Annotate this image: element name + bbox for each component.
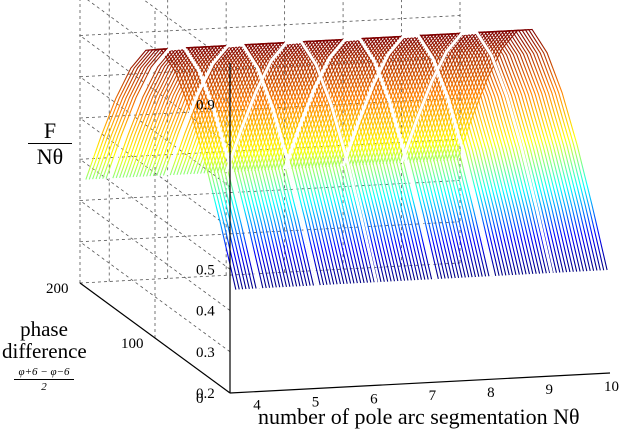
surface-line-11: [122, 46, 274, 288]
surface-segment-gap-5: [400, 30, 553, 274]
surface-line-10: [119, 46, 271, 288]
y-tick-label-200: 200: [46, 281, 69, 297]
surface-mesh: [85, 28, 608, 290]
grid-line-z-4: [78, 97, 461, 229]
x-tick-label-9: 9: [546, 382, 554, 398]
surface-segment-gap-2: [224, 39, 378, 283]
z-axis-label: F Nθ: [28, 120, 72, 169]
surface-segment-gap-4: [341, 33, 495, 277]
back-grid-walls: [78, 0, 461, 394]
z-tick-label-0.2: 0.2: [196, 386, 215, 402]
z-tick-label-0.3: 0.3: [196, 345, 215, 361]
surface-segment-gap-0: [107, 46, 261, 289]
surface-line-2: [92, 48, 244, 290]
surface-line-8: [112, 46, 264, 289]
surface-line-18: [146, 45, 298, 287]
surface-line-9: [115, 46, 267, 289]
y-axis-line: [79, 282, 231, 394]
surface-line-0: [85, 48, 237, 290]
surface-line-17: [142, 45, 294, 287]
x-tick-label-4: 4: [253, 397, 261, 413]
z-tick-label-0.9: 0.9: [196, 97, 215, 113]
y-label-fraction-numerator: φ+6 − φ−6: [18, 366, 70, 378]
x-tick-label-5: 5: [312, 394, 320, 410]
grid-line-z-0: [78, 262, 461, 394]
surface-line-1: [88, 48, 240, 290]
surface-line-15: [135, 45, 288, 288]
y-label-fraction-denominator: 2: [41, 381, 47, 393]
x-tick-label-10: 10: [604, 379, 619, 395]
grid-line-z-1: [78, 221, 461, 353]
surface-line-12: [125, 46, 277, 288]
surface-line-16: [139, 45, 291, 287]
z-tick-label-0.5: 0.5: [196, 262, 215, 278]
surface-line-19: [149, 44, 301, 287]
z-tick-label-0.4: 0.4: [196, 304, 215, 320]
grid-line-z-8: [143, 0, 231, 64]
z-label-numerator: F: [43, 118, 57, 143]
x-tick-label-8: 8: [487, 385, 495, 401]
surface-line-14: [132, 45, 284, 288]
y-tick-label-0: 0: [196, 391, 204, 407]
surface-segment-gap-3: [283, 36, 437, 280]
x-axis-line: [229, 372, 611, 394]
y-label-line1: phase: [20, 317, 68, 341]
surface-segment-gap-1: [166, 43, 320, 286]
surface-line-13: [129, 46, 281, 288]
x-tick-label-6: 6: [370, 391, 378, 407]
x-axis-label: number of pole arc segmentation Nθ: [258, 404, 580, 429]
z-label-denominator: Nθ: [36, 144, 64, 169]
axis-lines: [79, 63, 611, 394]
y-axis-label: phase difference φ+6 − φ−6 2: [2, 317, 87, 393]
y-label-line2: difference: [2, 339, 87, 363]
grid-line-z-2: [78, 180, 461, 311]
y-tick-label-100: 100: [121, 336, 144, 352]
x-tick-label-7: 7: [429, 388, 437, 404]
